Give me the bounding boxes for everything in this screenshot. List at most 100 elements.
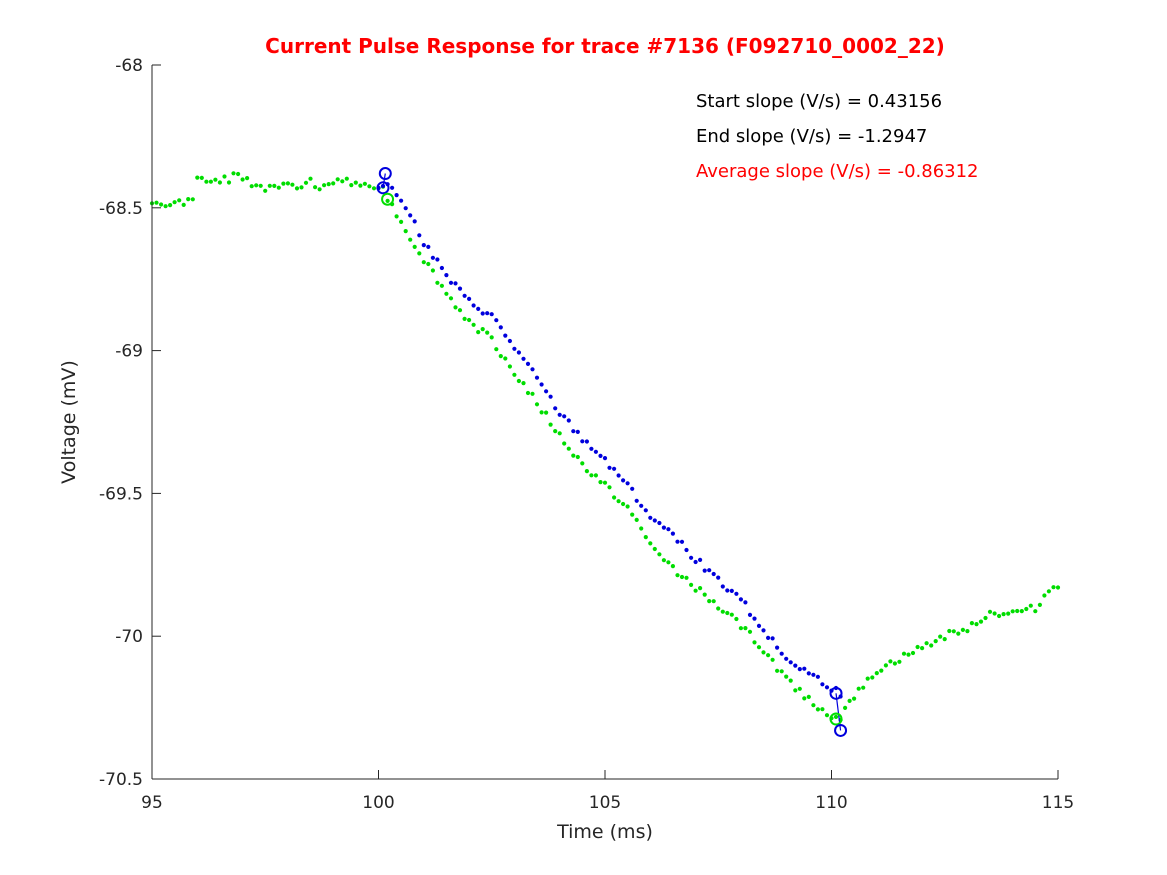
data-point bbox=[448, 280, 454, 285]
data-point bbox=[775, 645, 780, 650]
data-point bbox=[698, 586, 703, 591]
data-point bbox=[788, 678, 793, 683]
data-point bbox=[865, 676, 870, 681]
data-point bbox=[371, 186, 377, 191]
data-point bbox=[557, 431, 562, 436]
data-point bbox=[811, 703, 816, 708]
data-point bbox=[1051, 585, 1056, 590]
data-point bbox=[507, 338, 512, 344]
data-point bbox=[630, 486, 635, 491]
data-point bbox=[412, 219, 417, 224]
data-point bbox=[471, 322, 476, 327]
data-point bbox=[716, 606, 721, 611]
data-point bbox=[861, 685, 866, 690]
y-axis-label: Voltage (mV) bbox=[58, 360, 80, 484]
data-point bbox=[634, 517, 639, 523]
series-1-points bbox=[149, 171, 1061, 723]
data-point bbox=[766, 635, 771, 641]
data-point bbox=[738, 597, 744, 602]
data-point bbox=[947, 628, 952, 634]
data-point bbox=[208, 179, 213, 184]
data-point bbox=[512, 346, 517, 351]
data-point bbox=[516, 350, 522, 355]
data-point bbox=[729, 612, 734, 617]
data-point bbox=[303, 180, 309, 185]
data-point bbox=[793, 688, 798, 693]
data-point bbox=[770, 636, 775, 641]
data-point bbox=[412, 244, 417, 249]
data-point bbox=[1055, 585, 1061, 590]
data-point bbox=[385, 198, 390, 203]
data-point bbox=[521, 381, 526, 386]
data-point bbox=[711, 599, 716, 604]
data-point bbox=[267, 183, 272, 188]
data-point bbox=[553, 406, 558, 411]
data-point bbox=[571, 453, 576, 458]
x-tick-label: 95 bbox=[141, 793, 163, 813]
data-point bbox=[168, 203, 173, 208]
data-point bbox=[670, 564, 676, 569]
data-point bbox=[204, 179, 209, 184]
data-point bbox=[747, 612, 753, 618]
data-point bbox=[734, 591, 739, 596]
data-point bbox=[833, 714, 839, 720]
data-point bbox=[924, 641, 929, 646]
data-point bbox=[852, 696, 857, 701]
data-point bbox=[362, 181, 367, 186]
data-point bbox=[476, 330, 481, 335]
data-point bbox=[621, 478, 626, 483]
data-point bbox=[679, 574, 685, 580]
data-point bbox=[725, 610, 730, 616]
data-point bbox=[571, 429, 576, 434]
data-point bbox=[666, 527, 671, 532]
data-point bbox=[607, 485, 612, 490]
data-point bbox=[317, 187, 322, 192]
data-point bbox=[525, 390, 531, 396]
data-point bbox=[580, 439, 585, 444]
data-point bbox=[929, 643, 934, 648]
slope-connector-line bbox=[382, 173, 386, 188]
data-point bbox=[652, 546, 657, 552]
data-point bbox=[693, 588, 698, 593]
data-point bbox=[598, 480, 603, 485]
data-point bbox=[457, 308, 463, 313]
data-point bbox=[548, 422, 553, 427]
data-point bbox=[512, 372, 517, 377]
data-point bbox=[689, 555, 694, 560]
data-point bbox=[661, 525, 667, 530]
data-point bbox=[399, 219, 404, 224]
data-point bbox=[530, 391, 535, 396]
data-point bbox=[906, 652, 911, 657]
data-point bbox=[1010, 609, 1015, 614]
data-point bbox=[738, 626, 744, 631]
data-point bbox=[367, 184, 372, 189]
data-point bbox=[534, 402, 540, 407]
data-point bbox=[602, 480, 608, 485]
data-point bbox=[589, 473, 594, 478]
x-tick-label: 115 bbox=[1042, 793, 1074, 813]
data-point bbox=[525, 361, 531, 366]
data-point bbox=[453, 281, 458, 286]
data-point bbox=[915, 644, 920, 650]
data-point bbox=[720, 609, 725, 614]
data-point bbox=[394, 193, 399, 198]
data-point bbox=[462, 316, 467, 321]
data-point bbox=[1019, 609, 1024, 614]
data-point bbox=[403, 229, 408, 234]
data-point bbox=[784, 656, 789, 661]
data-point bbox=[159, 202, 164, 207]
data-point bbox=[933, 639, 938, 644]
data-point bbox=[181, 202, 186, 207]
data-point bbox=[575, 429, 580, 434]
data-point bbox=[485, 311, 490, 316]
data-point bbox=[756, 623, 762, 629]
data-point bbox=[598, 453, 603, 458]
data-point bbox=[417, 233, 422, 238]
data-point bbox=[435, 280, 440, 285]
data-point bbox=[503, 333, 508, 338]
data-point bbox=[625, 481, 630, 486]
x-tick-label: 105 bbox=[589, 793, 621, 813]
data-point bbox=[689, 582, 694, 588]
data-point bbox=[399, 198, 404, 203]
data-point bbox=[566, 418, 571, 423]
